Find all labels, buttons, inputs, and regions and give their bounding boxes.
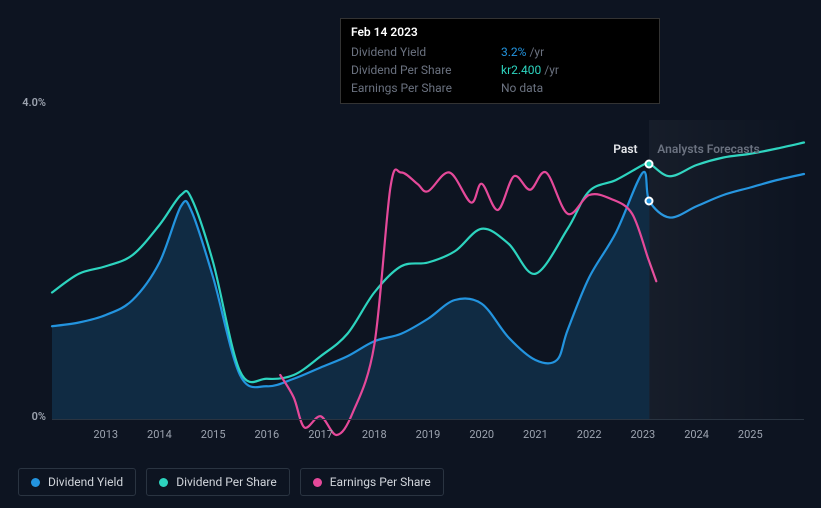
legend-label: Dividend Per Share xyxy=(176,475,277,489)
chart-tooltip: Feb 14 2023 Dividend Yield3.2%/yrDividen… xyxy=(340,18,660,104)
dot-icon xyxy=(31,478,40,487)
y-min-label: 0% xyxy=(32,410,46,423)
legend-dividend-yield[interactable]: Dividend Yield xyxy=(18,468,136,496)
x-tick: 2025 xyxy=(738,428,763,441)
x-tick: 2016 xyxy=(254,428,279,441)
marker xyxy=(645,159,654,168)
x-tick: 2018 xyxy=(362,428,387,441)
dot-icon xyxy=(313,478,322,487)
x-tick: 2020 xyxy=(469,428,494,441)
baseline xyxy=(52,419,804,420)
x-tick: 2014 xyxy=(147,428,172,441)
x-axis: 2013 2014 2015 2016 2017 2018 2019 2020 2021 2022… xyxy=(52,428,804,448)
plot-area[interactable]: Past Analysts Forecasts xyxy=(52,120,804,420)
tooltip-row: Earnings Per ShareNo data xyxy=(351,79,649,97)
tooltip-label: Earnings Per Share xyxy=(351,81,501,95)
tooltip-date: Feb 14 2023 xyxy=(351,25,649,43)
tooltip-label: Dividend Yield xyxy=(351,45,501,59)
tooltip-unit: /yr xyxy=(529,45,544,59)
marker xyxy=(645,197,654,206)
legend-dividend-per-share[interactable]: Dividend Per Share xyxy=(146,468,290,496)
tooltip-value: 3.2% xyxy=(501,45,526,59)
forecast-region xyxy=(649,120,804,420)
legend: Dividend Yield Dividend Per Share Earnin… xyxy=(18,468,444,496)
x-tick: 2021 xyxy=(523,428,548,441)
x-tick: 2023 xyxy=(630,428,655,441)
tooltip-label: Dividend Per Share xyxy=(351,63,501,77)
tooltip-value: No data xyxy=(501,81,543,95)
legend-earnings-per-share[interactable]: Earnings Per Share xyxy=(300,468,444,496)
tooltip-value: kr2.400 xyxy=(501,63,541,77)
tooltip-row: Dividend Yield3.2%/yr xyxy=(351,43,649,61)
legend-label: Dividend Yield xyxy=(48,475,123,489)
past-label: Past xyxy=(613,142,637,156)
x-tick: 2022 xyxy=(577,428,602,441)
x-tick: 2013 xyxy=(93,428,118,441)
x-tick: 2017 xyxy=(308,428,333,441)
x-tick: 2019 xyxy=(416,428,441,441)
area-dividend-yield xyxy=(52,172,649,420)
legend-label: Earnings Per Share xyxy=(330,475,431,489)
y-max-label: 4.0% xyxy=(22,96,46,109)
forecast-label: Analysts Forecasts xyxy=(657,142,759,156)
dot-icon xyxy=(159,478,168,487)
tooltip-unit: /yr xyxy=(544,63,559,77)
x-tick: 2024 xyxy=(684,428,709,441)
tooltip-row: Dividend Per Sharekr2.400/yr xyxy=(351,61,649,79)
dividend-chart: 4.0% 0% Past Analysts Forecasts 20132014… xyxy=(0,100,821,460)
x-tick: 2015 xyxy=(201,428,226,441)
